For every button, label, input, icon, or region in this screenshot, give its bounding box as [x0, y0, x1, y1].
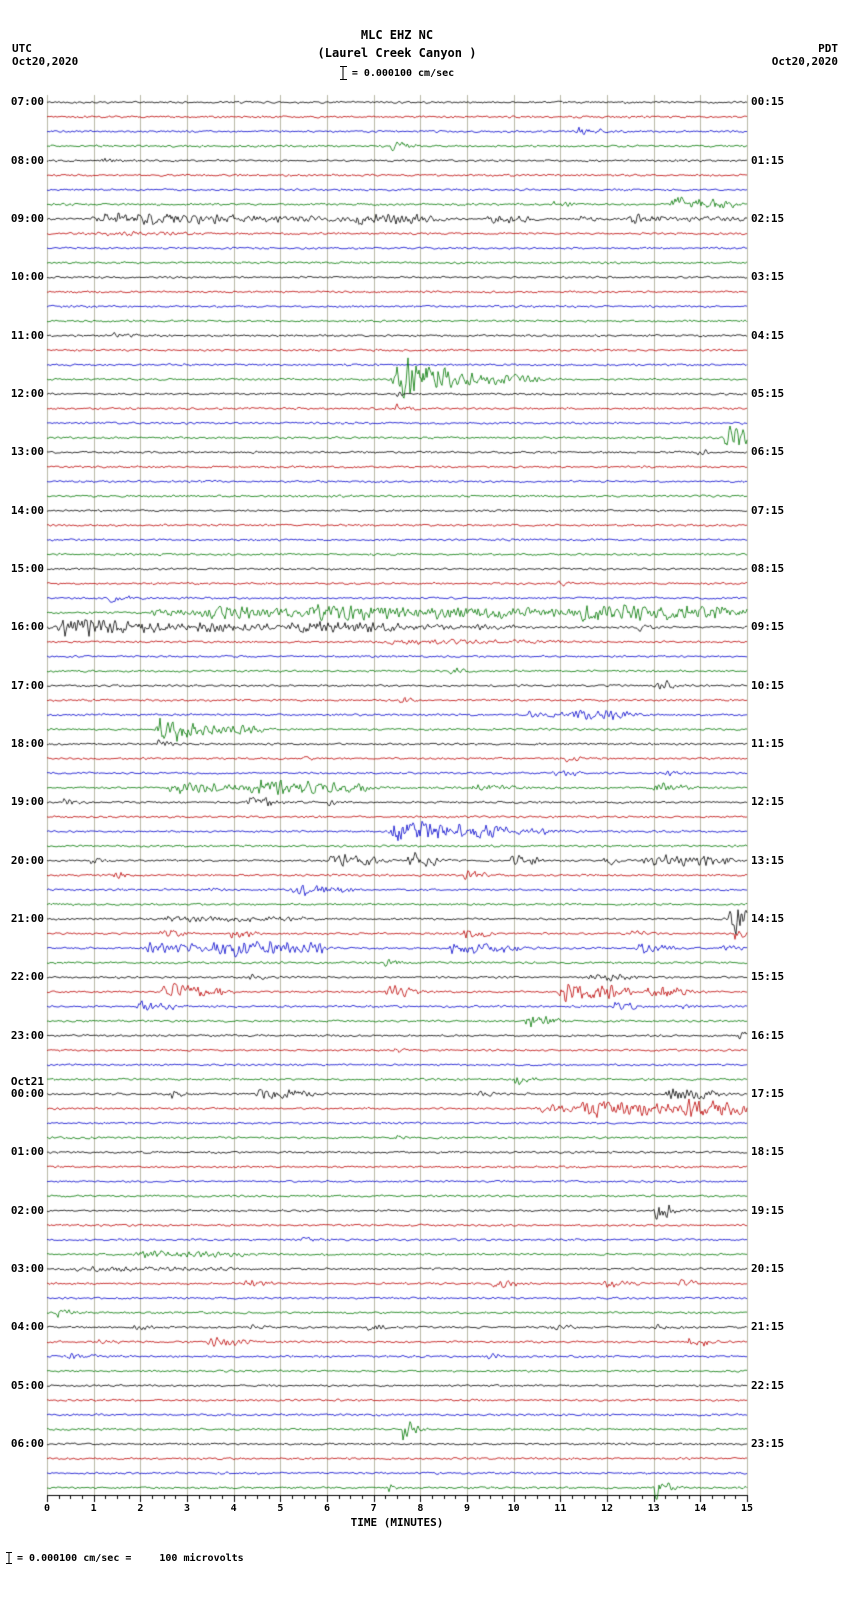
utc-hour-label: 19:00 [10, 795, 44, 809]
x-tick-label: 10 [507, 1503, 520, 1514]
utc-hour-label: 18:00 [10, 736, 44, 750]
pdt-hour-label: 22:15 [751, 1378, 785, 1392]
utc-hour-label: 03:00 [10, 1261, 44, 1275]
utc-hour-label: 17:00 [10, 678, 44, 692]
x-tick-label: 11 [554, 1503, 567, 1514]
x-tick-label: 7 [370, 1503, 377, 1514]
pdt-hour-label: 16:15 [751, 1028, 785, 1042]
utc-hour-label: 06:00 [10, 1436, 44, 1450]
utc-hour-label: 07:00 [10, 95, 44, 109]
pdt-hour-label: 01:15 [751, 153, 785, 167]
pdt-hour-label: 10:15 [751, 678, 785, 692]
pdt-hour-label: 07:15 [751, 503, 785, 517]
pdt-hour-label: 09:15 [751, 620, 785, 634]
pdt-hour-label: 11:15 [751, 736, 785, 750]
utc-hour-label: 04:00 [10, 1320, 44, 1334]
utc-hour-label: 14:00 [10, 503, 44, 517]
x-tick-label: 1 [90, 1503, 97, 1514]
pdt-hour-label: 20:15 [751, 1261, 785, 1275]
utc-hour-label: 20:00 [10, 853, 44, 867]
utc-hour-label: 08:00 [10, 153, 44, 167]
pdt-hour-label: 08:15 [751, 561, 785, 575]
utc-hour-label: 11:00 [10, 328, 44, 342]
utc-hour-label: 21:00 [10, 911, 44, 925]
utc-hour-label: 22:00 [10, 970, 44, 984]
footnote-microvolts: 100 microvolts [159, 1553, 244, 1564]
pdt-hour-label: 05:15 [751, 386, 785, 400]
pdt-hour-label: 23:15 [751, 1436, 785, 1450]
utc-hour-label: 00:00 [10, 1086, 44, 1100]
utc-hour-label: 23:00 [10, 1028, 44, 1042]
x-tick-label: 8 [417, 1503, 424, 1514]
utc-date-label: Oct21 [10, 1074, 44, 1088]
pdt-hour-label: 14:15 [751, 911, 785, 925]
x-tick-label: 3 [183, 1503, 191, 1514]
utc-hour-label: 10:00 [10, 270, 44, 284]
pdt-hour-label: 15:15 [751, 970, 785, 984]
pdt-hour-label: 02:15 [751, 211, 785, 225]
utc-hour-label: 02:00 [10, 1203, 44, 1217]
utc-hour-label: 12:00 [10, 386, 44, 400]
x-tick-label: 13 [647, 1503, 660, 1514]
pdt-hour-label: 12:15 [751, 795, 785, 809]
utc-hour-label: 13:00 [10, 445, 44, 459]
x-tick-label: 6 [323, 1503, 331, 1514]
x-tick-label: 12 [600, 1503, 614, 1514]
x-tick-label: 4 [230, 1503, 237, 1514]
x-tick-label: 0 [43, 1503, 51, 1514]
scale-bar-icon [6, 1552, 12, 1564]
x-tick-label: 5 [277, 1503, 284, 1514]
x-axis-tick-labels: 0 1 2 3 4 5 6 7 8 9 10 11 12 13 14 15 [0, 1503, 850, 1515]
x-tick-label: 14 [694, 1503, 707, 1514]
scale-footnote: = 0.000100 cm/sec = 100 microvolts [6, 1552, 244, 1564]
footnote-scale-text: = 0.000100 cm/sec = [17, 1553, 132, 1564]
x-tick-label: 15 [740, 1503, 754, 1514]
x-axis-title: TIME (MINUTES) [350, 1516, 444, 1529]
pdt-hour-label: 04:15 [751, 328, 785, 342]
pdt-hour-label: 21:15 [751, 1320, 785, 1334]
pdt-hour-label: 03:15 [751, 270, 785, 284]
pdt-hour-label: 18:15 [751, 1145, 785, 1159]
pdt-hour-label: 19:15 [751, 1203, 785, 1217]
utc-hour-label: 05:00 [10, 1378, 44, 1392]
pdt-hour-label: 13:15 [751, 853, 785, 867]
pdt-hour-label: 06:15 [751, 445, 785, 459]
utc-hour-label: 16:00 [10, 620, 44, 634]
utc-hour-label: 15:00 [10, 561, 44, 575]
x-tick-label: 2 [137, 1503, 144, 1514]
pdt-hour-label: 00:15 [751, 95, 785, 109]
utc-hour-label: 09:00 [10, 211, 44, 225]
x-tick-label: 9 [463, 1503, 471, 1514]
pdt-hour-label: 17:15 [751, 1086, 785, 1100]
utc-hour-label: 01:00 [10, 1145, 44, 1159]
